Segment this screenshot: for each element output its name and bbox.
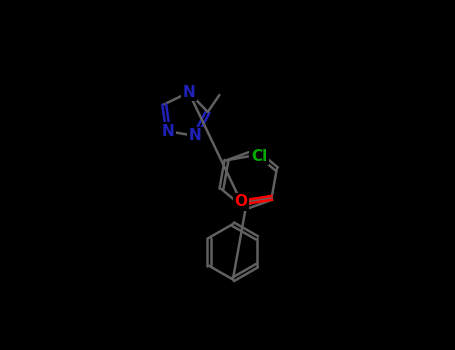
Text: Cl: Cl [251,149,267,164]
Text: N: N [182,85,195,100]
Text: N: N [162,124,174,139]
Text: O: O [234,194,247,209]
Text: N: N [188,128,201,143]
